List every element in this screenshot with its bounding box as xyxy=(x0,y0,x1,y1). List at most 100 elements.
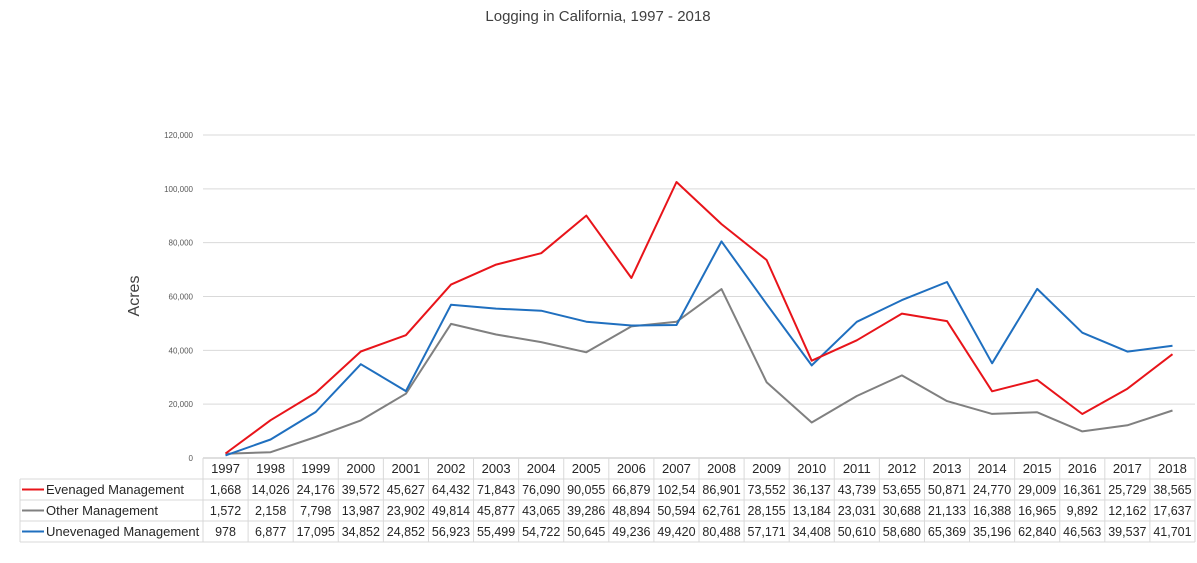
data-label: 29,009 xyxy=(1018,483,1056,497)
data-label: 38,565 xyxy=(1153,483,1191,497)
x-tick-label: 2003 xyxy=(482,461,511,476)
series-line xyxy=(225,288,1173,455)
data-label: 46,563 xyxy=(1063,525,1101,539)
data-label: 16,965 xyxy=(1018,504,1056,518)
x-tick-label: 2016 xyxy=(1068,461,1097,476)
x-tick-label: 2004 xyxy=(527,461,556,476)
x-tick-label: 2013 xyxy=(933,461,962,476)
data-label: 39,572 xyxy=(342,483,380,497)
series-line xyxy=(224,181,1174,455)
data-label: 17,637 xyxy=(1153,504,1191,518)
data-label: 73,552 xyxy=(748,483,786,497)
y-tick-label: 120,000 xyxy=(164,131,193,140)
data-label: 56,923 xyxy=(432,525,470,539)
data-label: 62,840 xyxy=(1018,525,1056,539)
data-label: 21,133 xyxy=(928,504,966,518)
data-label: 13,184 xyxy=(793,504,831,518)
x-tick-label: 2005 xyxy=(572,461,601,476)
data-label: 7,798 xyxy=(300,504,331,518)
x-tick-label: 2002 xyxy=(437,461,466,476)
data-label: 76,090 xyxy=(522,483,560,497)
data-label: 1,572 xyxy=(210,504,241,518)
data-label: 64,432 xyxy=(432,483,470,497)
data-label: 49,236 xyxy=(612,525,650,539)
x-tick-label: 2011 xyxy=(843,461,871,476)
y-tick-label: 100,000 xyxy=(164,185,193,194)
data-label: 24,176 xyxy=(297,483,335,497)
data-label: 50,610 xyxy=(838,525,876,539)
x-tick-label: 2000 xyxy=(346,461,375,476)
data-label: 24,770 xyxy=(973,483,1011,497)
data-label: 9,892 xyxy=(1067,504,1098,518)
data-label: 49,420 xyxy=(657,525,695,539)
data-label: 55,499 xyxy=(477,525,515,539)
data-label: 2,158 xyxy=(255,504,286,518)
data-label: 13,987 xyxy=(342,504,380,518)
data-label: 12,162 xyxy=(1108,504,1146,518)
x-tick-label: 1999 xyxy=(301,461,330,476)
data-label: 28,155 xyxy=(748,504,786,518)
data-label: 45,877 xyxy=(477,504,515,518)
x-tick-label: 2001 xyxy=(391,461,420,476)
x-tick-label: 2015 xyxy=(1023,461,1052,476)
data-label: 39,286 xyxy=(567,504,605,518)
y-tick-label: 60,000 xyxy=(169,293,194,302)
data-label: 58,680 xyxy=(883,525,921,539)
data-label: 24,852 xyxy=(387,525,425,539)
data-label: 65,369 xyxy=(928,525,966,539)
legend-label: Other Management xyxy=(46,503,158,518)
data-label: 49,814 xyxy=(432,504,470,518)
data-label: 39,537 xyxy=(1108,525,1146,539)
data-label: 978 xyxy=(215,525,236,539)
data-label: 25,729 xyxy=(1108,483,1146,497)
series-line xyxy=(225,240,1173,457)
data-table: 1997 1998 1999 2000 2001 2002 2003 2004 2005 2006… xyxy=(19,458,1196,543)
x-tick-label: 2010 xyxy=(797,461,826,476)
data-label: 6,877 xyxy=(255,525,286,539)
data-label: 50,594 xyxy=(657,504,695,518)
data-label: 36,137 xyxy=(793,483,831,497)
data-label: 41,701 xyxy=(1153,525,1191,539)
x-tick-label: 2012 xyxy=(887,461,916,476)
data-label: 57,171 xyxy=(748,525,786,539)
data-label: 86,901 xyxy=(702,483,740,497)
data-label: 16,361 xyxy=(1063,483,1101,497)
data-label: 71,843 xyxy=(477,483,515,497)
data-label: 48,894 xyxy=(612,504,650,518)
data-label: 43,739 xyxy=(838,483,876,497)
data-label: 66,879 xyxy=(612,483,650,497)
data-label: 54,722 xyxy=(522,525,560,539)
data-label: 30,688 xyxy=(883,504,921,518)
legend-label: Unevenaged Management xyxy=(46,524,200,539)
y-axis-ticks: 0 20,000 40,000 60,000 80,000 100,000 120,000 xyxy=(164,131,193,463)
x-tick-label: 2009 xyxy=(752,461,781,476)
data-label: 90,055 xyxy=(567,483,605,497)
data-label: 102,54 xyxy=(657,483,695,497)
data-label: 80,488 xyxy=(702,525,740,539)
y-tick-label: 80,000 xyxy=(169,239,194,248)
data-label: 14,026 xyxy=(252,483,290,497)
gridlines xyxy=(203,134,1195,459)
data-label: 43,065 xyxy=(522,504,560,518)
data-label: 50,871 xyxy=(928,483,966,497)
data-label: 23,902 xyxy=(387,504,425,518)
data-label: 1,668 xyxy=(210,483,241,497)
x-tick-label: 1997 xyxy=(211,461,240,476)
x-tick-label: 2018 xyxy=(1158,461,1187,476)
data-label: 34,852 xyxy=(342,525,380,539)
data-label: 23,031 xyxy=(838,504,876,518)
data-label: 62,761 xyxy=(702,504,740,518)
y-tick-label: 40,000 xyxy=(169,346,194,355)
legend-label: Evenaged Management xyxy=(46,482,184,497)
data-label: 35,196 xyxy=(973,525,1011,539)
x-tick-label: 2014 xyxy=(978,461,1007,476)
x-tick-label: 2006 xyxy=(617,461,646,476)
data-label: 53,655 xyxy=(883,483,921,497)
data-label: 50,645 xyxy=(567,525,605,539)
data-label: 34,408 xyxy=(793,525,831,539)
y-tick-label: 0 xyxy=(189,454,194,463)
data-label: 45,627 xyxy=(387,483,425,497)
data-label: 16,388 xyxy=(973,504,1011,518)
x-tick-label: 2017 xyxy=(1113,461,1142,476)
